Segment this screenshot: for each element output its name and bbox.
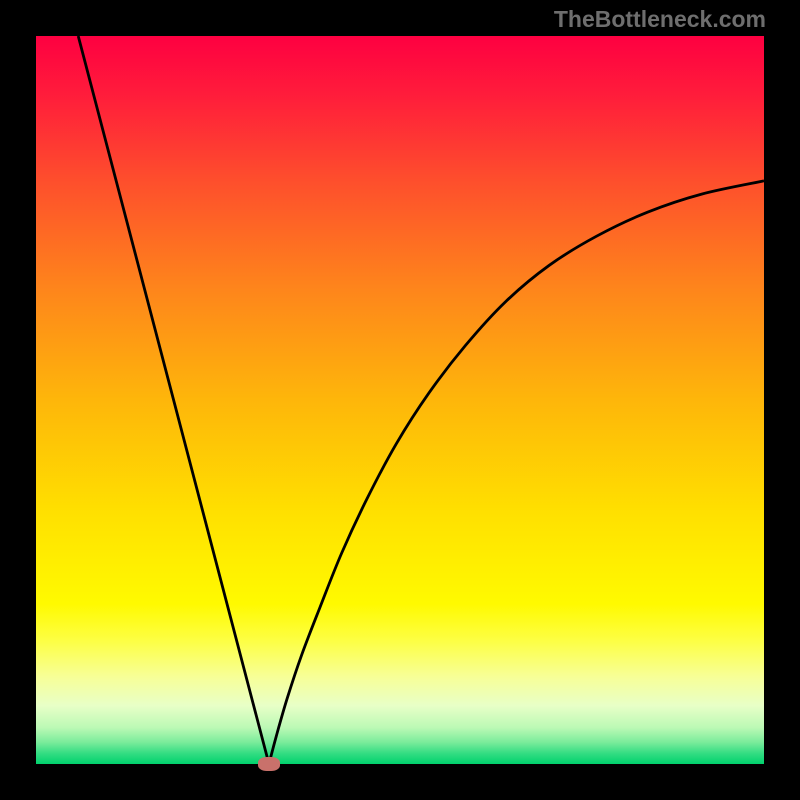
minimum-marker: [258, 757, 280, 771]
curve-layer: [0, 0, 800, 800]
bottleneck-curve: [78, 36, 764, 764]
watermark-text: TheBottleneck.com: [554, 6, 766, 33]
chart-container: TheBottleneck.com: [0, 0, 800, 800]
